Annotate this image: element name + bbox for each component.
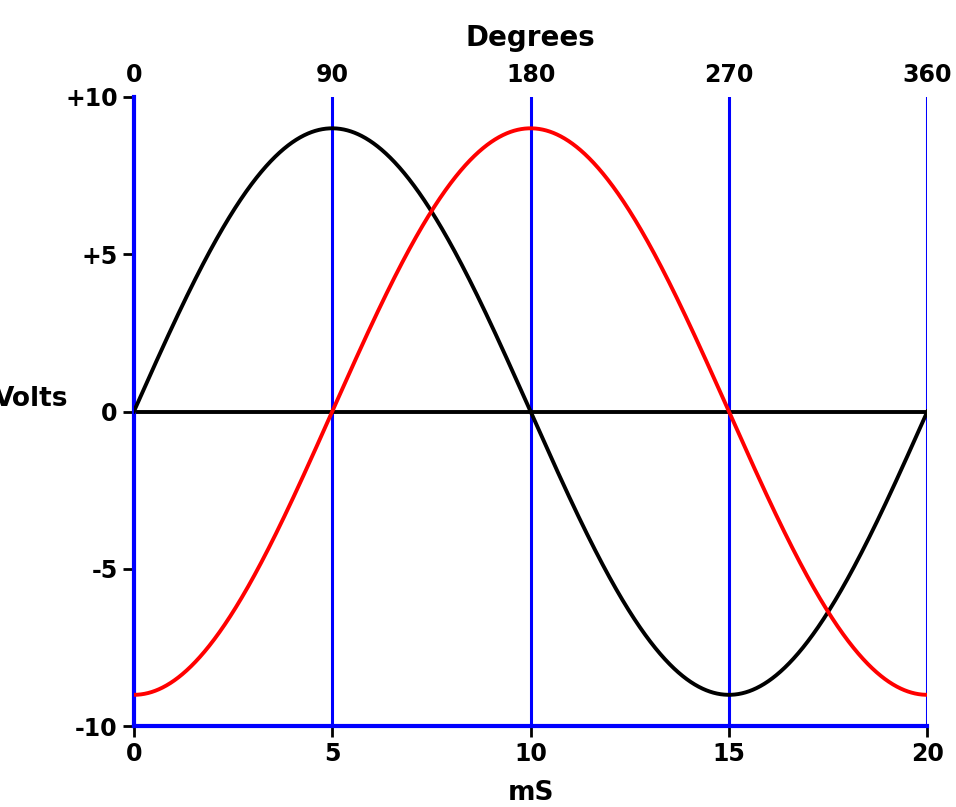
X-axis label: Degrees: Degrees: [466, 24, 596, 52]
X-axis label: mS: mS: [508, 780, 554, 806]
Y-axis label: Volts: Volts: [0, 386, 68, 412]
